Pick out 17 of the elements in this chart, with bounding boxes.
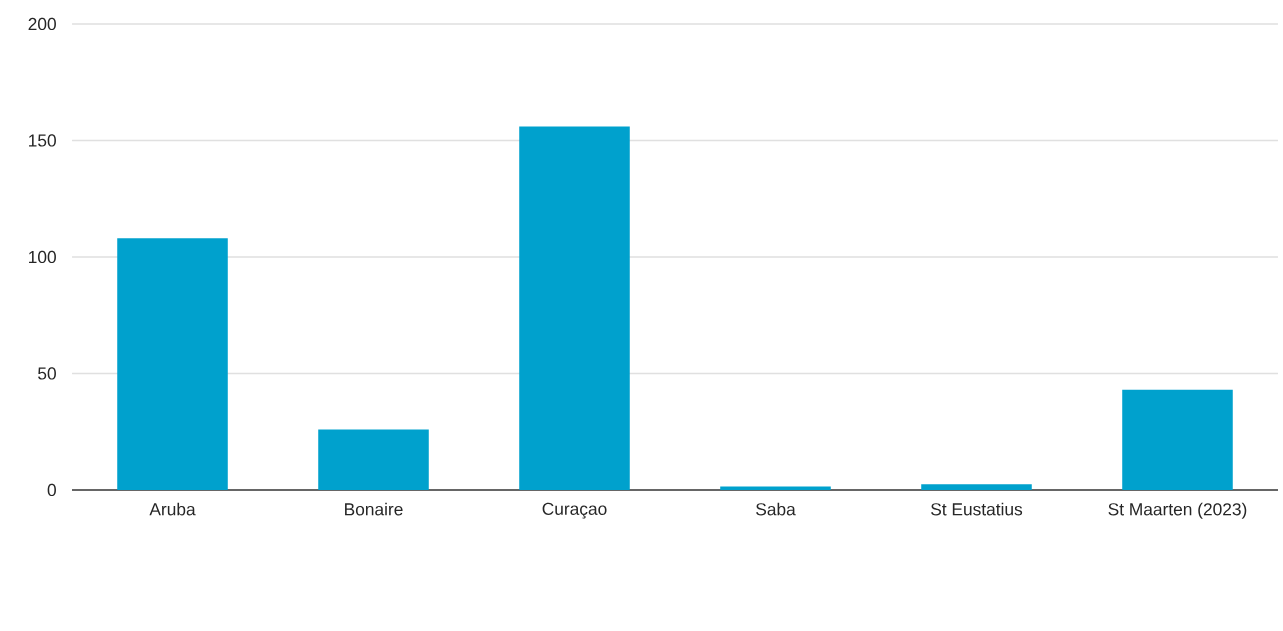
x-tick-label: Bonaire <box>345 502 403 516</box>
x-tick-label: Saba <box>756 502 796 516</box>
x-tick-label: Aruba <box>149 502 196 516</box>
y-tick-label: 50 <box>38 367 56 380</box>
y-tick-label: 100 <box>29 250 56 264</box>
y-tick-label: 200 <box>28 17 56 31</box>
y-tick-label: 0 <box>47 483 56 497</box>
x-tick-label: St Eustatius <box>931 502 1023 516</box>
bar <box>519 126 630 490</box>
x-tick-label: Curaçao <box>542 502 607 519</box>
y-tick-label: 150 <box>29 134 56 147</box>
bar <box>1122 389 1233 490</box>
x-tick-label: St Maarten (2023) <box>1108 502 1247 519</box>
bar <box>921 484 1032 490</box>
bar <box>318 429 429 490</box>
bar <box>720 486 831 490</box>
bar <box>117 238 228 490</box>
